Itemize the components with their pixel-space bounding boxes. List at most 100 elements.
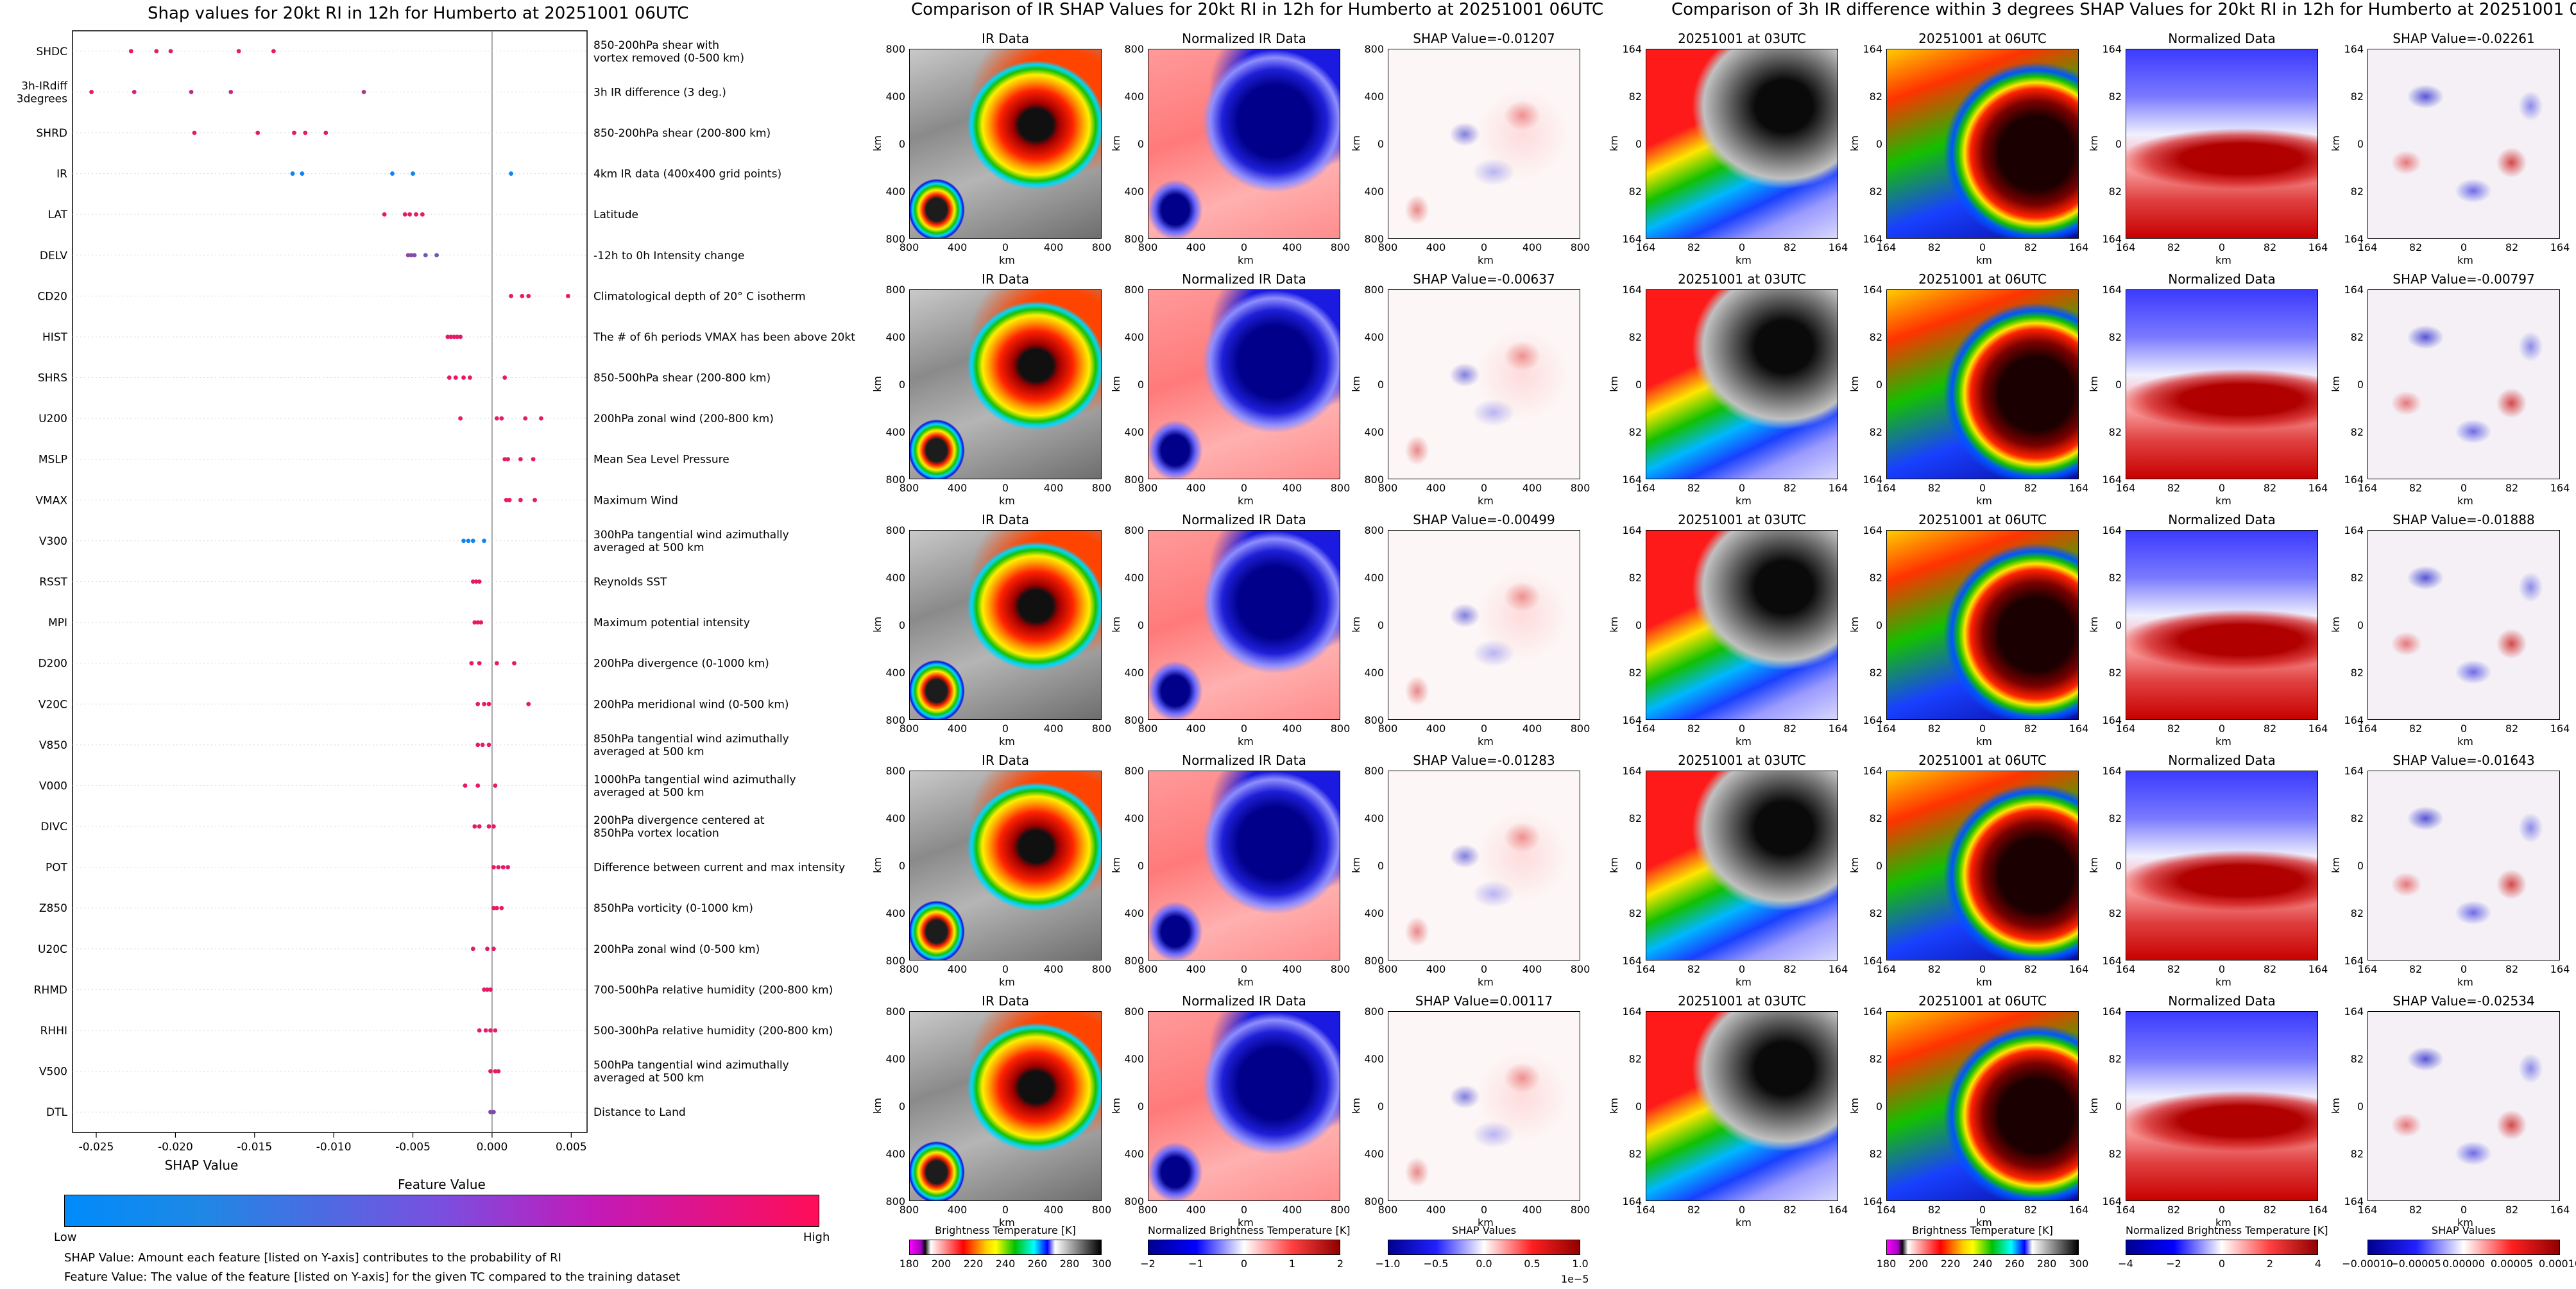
x-tick-label: 164 (2068, 241, 2089, 253)
x-axis-label: km (999, 495, 1015, 507)
x-tick-label: 800 (1138, 241, 1158, 253)
x-tick-label: 800 (899, 1204, 919, 1216)
x-tick-label: 0 (2218, 963, 2226, 975)
x-tick-label: 0 (1738, 482, 1746, 494)
shap-point (539, 416, 543, 421)
colorbar-label: SHAP Values (2431, 1224, 2496, 1236)
x-tick-label: 400 (1522, 241, 1542, 253)
subplot-image (1886, 771, 2079, 960)
y-tick-label: 800 (885, 43, 905, 55)
subplot-image (2367, 289, 2560, 479)
x-tick-label: 0 (1979, 241, 1986, 253)
colorbar-tick-label: 4 (2314, 1258, 2322, 1270)
y-axis-label: km (1349, 617, 1362, 633)
y-tick-label: 400 (1124, 812, 1144, 824)
feature-description-label: 200hPa divergence (0-1000 km) (593, 658, 769, 670)
colorbar-tick-label: 220 (1940, 1258, 1961, 1270)
y-tick-label: 82 (2350, 90, 2364, 103)
y-tick-label: 800 (885, 1005, 905, 1018)
subplot-image (909, 289, 1102, 479)
x-axis-label: km (1478, 254, 1494, 266)
y-axis-label: km (1848, 1098, 1861, 1114)
x-tick-label: 800 (1570, 482, 1591, 494)
y-tick-label: 400 (885, 331, 905, 343)
subplot-image (909, 771, 1102, 960)
colorbar-tick-label: 300 (1091, 1258, 1112, 1270)
y-tick-label: 0 (1137, 860, 1144, 872)
x-tick-label: 800 (1378, 1204, 1398, 1216)
y-tick-label: 82 (1869, 572, 1882, 584)
x-tick-label: 82 (1783, 963, 1797, 975)
x-tick-label: 800 (1138, 722, 1158, 735)
subplot-image (909, 530, 1102, 720)
y-tick-label: 82 (1628, 1148, 1642, 1160)
x-tick-label: 400 (1282, 482, 1302, 494)
subplot-image (2126, 49, 2318, 239)
shap-point (412, 253, 417, 258)
subplot-image (909, 1011, 1102, 1201)
y-tick-label: 0 (1875, 860, 1882, 872)
x-tick-label: 164 (2115, 482, 2136, 494)
y-tick-label: 0 (898, 138, 905, 150)
subplot-title: Normalized IR Data (1182, 512, 1306, 527)
subplot-image (1388, 1011, 1580, 1201)
colorbar-tick-label: 180 (899, 1258, 919, 1270)
colorbar-tick-label: 0.0 (1476, 1258, 1492, 1270)
shap-point (475, 742, 481, 747)
x-axis-label: km (1736, 1216, 1752, 1229)
x-axis-label: km (2457, 1216, 2473, 1229)
y-tick-label: 164 (2344, 1005, 2364, 1018)
y-tick-label: 82 (1628, 185, 1642, 198)
x-tick-label: -0.020 (158, 1141, 193, 1154)
y-axis-label: km (2329, 857, 2342, 873)
y-tick-label: 164 (2102, 284, 2122, 296)
shap-point (509, 293, 513, 298)
feature-code-label: V300 (39, 535, 67, 548)
x-tick-label: 400 (1282, 722, 1302, 735)
x-tick-label: 164 (2068, 482, 2089, 494)
colorbar-tick-label: 2 (2266, 1258, 2274, 1270)
y-tick-label: 164 (1622, 524, 1642, 536)
x-tick-label: 82 (1927, 963, 1941, 975)
x-tick-label: 0 (1480, 963, 1488, 975)
shap-point (452, 334, 457, 339)
shap-point (463, 783, 468, 788)
shap-point (290, 171, 295, 176)
shap-point (405, 253, 411, 258)
y-tick-label: 400 (885, 812, 905, 824)
subplot-image (2126, 1011, 2318, 1201)
x-tick-label: 82 (2409, 482, 2423, 494)
subplot-title: Normalized IR Data (1182, 753, 1306, 768)
x-tick-label: 164 (2357, 482, 2378, 494)
x-tick-label: 82 (1783, 482, 1797, 494)
y-tick-label: 400 (1364, 812, 1384, 824)
y-tick-label: 0 (2115, 860, 2122, 872)
subplot-title: 20251001 at 03UTC (1678, 31, 1806, 46)
shap-point (506, 865, 511, 870)
y-axis-label: km (2087, 135, 2100, 151)
subplot-title: SHAP Value=-0.02261 (2393, 31, 2535, 46)
x-axis-label: km (1478, 1216, 1494, 1229)
y-tick-label: 0 (2357, 1100, 2364, 1113)
shap-point (475, 701, 481, 706)
y-tick-label: 0 (1635, 379, 1642, 391)
shap-point (507, 497, 512, 502)
x-tick-label: 82 (1927, 722, 1941, 735)
x-axis-label: km (1478, 495, 1494, 507)
y-tick-label: 400 (1364, 426, 1384, 438)
y-tick-label: 82 (1628, 907, 1642, 919)
shap-point (493, 1028, 498, 1033)
x-tick-label: 800 (1091, 241, 1112, 253)
colorbar-tick-label: −0.00010 (2342, 1258, 2393, 1270)
y-tick-label: 164 (1622, 233, 1642, 245)
x-axis-label: km (1478, 735, 1494, 747)
x-tick-label: 82 (2505, 241, 2519, 253)
x-tick-label: 164 (1635, 722, 1656, 735)
shap-point (518, 497, 523, 502)
x-tick-label: 0 (2218, 1204, 2226, 1216)
subplot-title: SHAP Value=-0.01283 (1413, 753, 1555, 768)
feature-code-label: MSLP (38, 454, 67, 466)
x-axis-label: km (999, 735, 1015, 747)
x-axis-label: km (2457, 495, 2473, 507)
shap-point (502, 375, 508, 380)
